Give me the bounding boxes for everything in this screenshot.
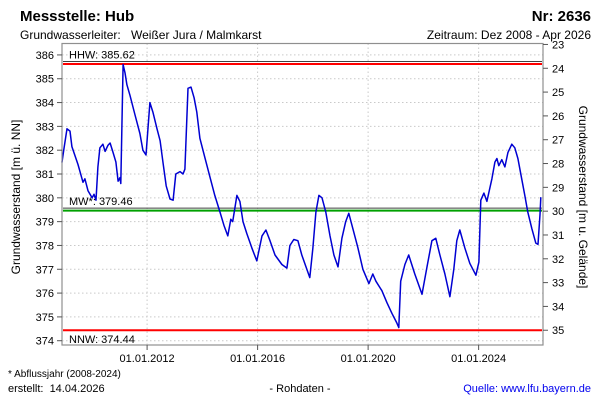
y-tick-label-right: 32	[552, 254, 564, 266]
series-line	[61, 63, 542, 329]
y-tick-label-right: 23	[552, 39, 564, 51]
time-range: Zeitraum: Dez 2008 - Apr 2026	[426, 28, 591, 42]
y-tick-label-right: 25	[552, 87, 564, 99]
y-tick-label-right: 33	[552, 278, 564, 290]
plot-border	[61, 42, 544, 346]
y-tick-label-right: 35	[552, 325, 564, 337]
y-tick-label-left: 375	[36, 312, 54, 324]
y-tick-label-right: 31	[552, 230, 564, 242]
y-tick-label-right: 24	[552, 63, 564, 75]
aquifer-label: Grundwasserleiter:	[20, 28, 121, 42]
y-tick-label-left: 379	[36, 217, 54, 229]
y-tick-label-right: 26	[552, 111, 564, 123]
source-link[interactable]: Quelle: www.lfu.bayern.de	[463, 383, 591, 395]
marker-label-mw: MW*: 379.46	[69, 196, 133, 208]
data-type-label: - Rohdaten -	[269, 383, 331, 395]
y-tick-label-left: 382	[36, 145, 54, 157]
marker-label-hhw: HHW: 385.62	[69, 49, 135, 61]
x-tick-label: 01.01.2024	[451, 353, 506, 365]
y-tick-label-right: 30	[552, 206, 564, 218]
y-tick-label-left: 374	[36, 336, 54, 348]
x-tick-label: 01.01.2016	[230, 353, 285, 365]
x-tick-label: 01.01.2012	[120, 353, 175, 365]
y-tick-label-left: 378	[36, 240, 54, 252]
y-tick-label-left: 383	[36, 121, 54, 133]
created-date: erstellt: 14.04.2026	[8, 383, 105, 395]
station-number: Nr: 2636	[531, 8, 591, 25]
x-tick-label: 01.01.2020	[341, 353, 396, 365]
y-tick-label-left: 384	[36, 98, 54, 110]
y-tick-label-left: 380	[36, 193, 54, 205]
y-tick-label-right: 29	[552, 182, 564, 194]
y-tick-label-left: 381	[36, 169, 54, 181]
y-tick-label-left: 377	[36, 264, 54, 276]
page-title: Messstelle: Hub	[20, 8, 135, 25]
y-tick-label-right: 28	[552, 159, 564, 171]
y-tick-label-left: 376	[36, 288, 54, 300]
y-tick-label-left: 386	[36, 50, 54, 62]
y-tick-label-left: 385	[36, 74, 54, 86]
footnote: * Abflussjahr (2008-2024)	[8, 369, 121, 380]
y-tick-label-right: 34	[552, 301, 564, 313]
marker-label-nnw: NNW: 374.44	[69, 334, 135, 346]
aquifer-value: Weißer Jura / Malmkarst	[131, 28, 262, 42]
y-tick-label-right: 27	[552, 135, 564, 147]
